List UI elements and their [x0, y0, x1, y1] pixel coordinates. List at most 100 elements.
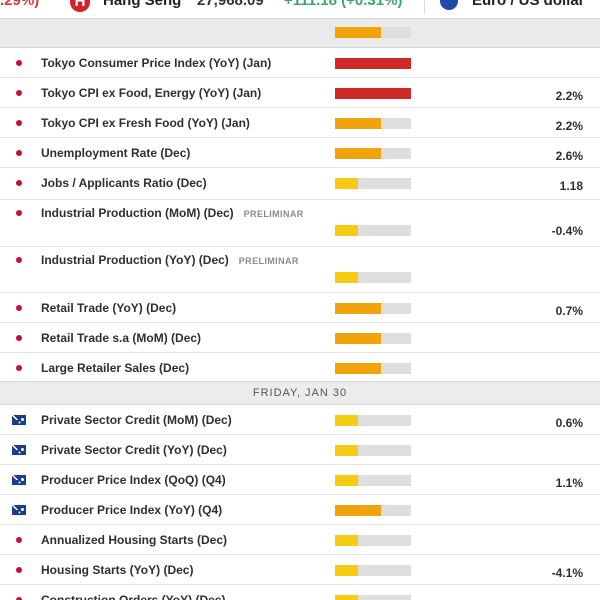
event-row-annualized-housing-starts-dec[interactable]: Annualized Housing Starts (Dec) — [0, 525, 600, 555]
japan-flag-icon — [12, 208, 26, 218]
japan-flag-icon — [12, 148, 26, 158]
actual-value: 2.6% — [555, 149, 583, 163]
event-name-text: Large Retailer Sales (Dec) — [41, 361, 190, 375]
event-name[interactable]: Industrial Production (YoY) (Dec) PRELIMI… — [41, 253, 299, 267]
australia-flag-icon — [12, 475, 26, 485]
importance-bar — [335, 178, 411, 189]
ticker-eurusd-name[interactable]: Euro / US dollar — [472, 0, 585, 9]
event-row-large-retailer-sales-dec[interactable]: Large Retailer Sales (Dec) — [0, 353, 600, 383]
eu-flag-icon — [440, 0, 458, 10]
event-row-tokyo-consumer-price-index-yoy-jan[interactable]: Tokyo Consumer Price Index (YoY) (Jan) — [0, 48, 600, 78]
event-row-producer-price-index-qoq-q4[interactable]: Producer Price Index (QoQ) (Q4) 1.1% — [0, 465, 600, 495]
importance-bar-fill — [335, 505, 381, 516]
japan-flag-icon — [12, 333, 26, 343]
event-name-text: Private Sector Credit (MoM) (Dec) — [41, 413, 232, 427]
event-name[interactable]: Retail Trade s.a (MoM) (Dec) — [41, 331, 201, 345]
event-row-retail-trade-yoy-dec[interactable]: Retail Trade (YoY) (Dec) 0.7% — [0, 293, 600, 323]
importance-bar — [335, 225, 411, 236]
importance-bar-fill — [335, 363, 381, 374]
japan-flag-icon — [12, 363, 26, 373]
event-name-text: Construction Orders (YoY) (Dec) — [41, 593, 226, 600]
actual-value: -4.1% — [551, 566, 583, 580]
importance-bar — [335, 565, 411, 576]
event-row-jobs-applicants-ratio-dec[interactable]: Jobs / Applicants Ratio (Dec) 1.18 — [0, 168, 600, 200]
event-name[interactable]: Tokyo Consumer Price Index (YoY) (Jan) — [41, 56, 271, 70]
importance-bar-fill — [335, 565, 358, 576]
ticker-divider — [424, 0, 425, 14]
importance-bar — [335, 303, 411, 314]
event-row-tokyo-cpi-ex-food-energy-yoy-jan[interactable]: Tokyo CPI ex Food, Energy (YoY) (Jan) 2.2… — [0, 78, 600, 108]
importance-bar-fill — [335, 272, 358, 283]
event-row-private-sector-credit-yoy-dec[interactable]: Private Sector Credit (YoY) (Dec) — [0, 435, 600, 465]
event-name[interactable]: Private Sector Credit (YoY) (Dec) — [41, 443, 227, 457]
event-name[interactable]: Tokyo CPI ex Food, Energy (YoY) (Jan) — [41, 86, 261, 100]
event-row-producer-price-index-yoy-q4[interactable]: Producer Price Index (YoY) (Q4) — [0, 495, 600, 525]
event-row-retail-trade-s-a-mom-dec[interactable]: Retail Trade s.a (MoM) (Dec) — [0, 323, 600, 353]
japan-flag-icon — [12, 88, 26, 98]
importance-bar — [335, 58, 411, 69]
event-name-text: Industrial Production (MoM) (Dec) — [41, 206, 234, 220]
importance-bar — [335, 595, 411, 600]
actual-value: 2.2% — [555, 89, 583, 103]
importance-bar-fill — [335, 118, 381, 129]
preliminary-tag: PRELIMINAR — [243, 209, 304, 219]
market-ticker: .29%) H Hang Seng 27,968.09 +111.18 (+0.… — [0, 0, 600, 18]
ticker-hang-seng-name[interactable]: Hang Seng — [103, 0, 182, 9]
event-name-text: Tokyo CPI ex Food, Energy (YoY) (Jan) — [41, 86, 262, 100]
group-header-row — [0, 18, 600, 48]
event-name[interactable]: Producer Price Index (QoQ) (Q4) — [41, 473, 226, 487]
event-name[interactable]: Tokyo CPI ex Fresh Food (YoY) (Jan) — [41, 116, 250, 130]
event-row-housing-starts-yoy-dec[interactable]: Housing Starts (YoY) (Dec) -4.1% — [0, 555, 600, 585]
event-name-text: Private Sector Credit (YoY) (Dec) — [41, 443, 227, 457]
event-row-industrial-production-mom-dec[interactable]: Industrial Production (MoM) (Dec) PRELIMI… — [0, 200, 600, 247]
actual-value: 1.1% — [555, 476, 583, 490]
event-name[interactable]: Unemployment Rate (Dec) — [41, 146, 190, 160]
event-name-text: Retail Trade s.a (MoM) (Dec) — [41, 331, 202, 345]
importance-bar — [335, 272, 411, 283]
japan-flag-icon — [12, 118, 26, 128]
event-name[interactable]: Industrial Production (MoM) (Dec) PRELIMI… — [41, 206, 304, 220]
event-row-tokyo-cpi-ex-fresh-food-yoy-jan[interactable]: Tokyo CPI ex Fresh Food (YoY) (Jan) 2.2% — [0, 108, 600, 138]
ticker-hang-seng-change: +111.18 (+0.31%) — [284, 0, 403, 9]
event-name[interactable]: Producer Price Index (YoY) (Q4) — [41, 503, 222, 517]
importance-bar — [335, 27, 411, 38]
japan-flag-icon — [12, 595, 26, 600]
event-name-text: Retail Trade (YoY) (Dec) — [41, 301, 177, 315]
event-name[interactable]: Housing Starts (YoY) (Dec) — [41, 563, 193, 577]
event-name-text: Jobs / Applicants Ratio (Dec) — [41, 176, 207, 190]
event-name-text: Tokyo CPI ex Fresh Food (YoY) (Jan) — [41, 116, 250, 130]
hang-seng-logo-icon: H — [70, 0, 90, 12]
importance-bar-fill — [335, 475, 358, 486]
importance-bar — [335, 363, 411, 374]
importance-bar — [335, 475, 411, 486]
event-name[interactable]: Annualized Housing Starts (Dec) — [41, 533, 227, 547]
event-row-construction-orders-yoy-dec[interactable]: Construction Orders (YoY) (Dec) — [0, 585, 600, 600]
event-name-text: Annualized Housing Starts (Dec) — [41, 533, 228, 547]
importance-bar-fill — [335, 333, 381, 344]
event-row-private-sector-credit-mom-dec[interactable]: Private Sector Credit (MoM) (Dec) 0.6% — [0, 405, 600, 435]
actual-value: 2.2% — [555, 119, 583, 133]
ticker-hang-seng-value: 27,968.09 — [197, 0, 264, 9]
event-row-industrial-production-yoy-dec[interactable]: Industrial Production (YoY) (Dec) PRELIMI… — [0, 247, 600, 293]
importance-bar — [335, 505, 411, 516]
importance-bar-fill — [335, 27, 381, 38]
day-header: FRIDAY, JAN 30 — [0, 381, 600, 405]
event-name[interactable]: Large Retailer Sales (Dec) — [41, 361, 189, 375]
actual-value: 0.7% — [555, 304, 583, 318]
importance-bar-fill — [335, 88, 411, 99]
importance-bar-fill — [335, 595, 358, 600]
japan-flag-icon — [12, 178, 26, 188]
event-name[interactable]: Retail Trade (YoY) (Dec) — [41, 301, 176, 315]
event-row-unemployment-rate-dec[interactable]: Unemployment Rate (Dec) 2.6% — [0, 138, 600, 168]
event-name[interactable]: Construction Orders (YoY) (Dec) — [41, 593, 225, 600]
importance-bar — [335, 333, 411, 344]
japan-flag-icon — [12, 255, 26, 265]
importance-bar-fill — [335, 225, 358, 236]
event-name-text: Unemployment Rate (Dec) — [41, 146, 191, 160]
event-name[interactable]: Jobs / Applicants Ratio (Dec) — [41, 176, 207, 190]
preliminary-tag: PRELIMINAR — [238, 256, 299, 266]
importance-bar-fill — [335, 178, 358, 189]
event-name[interactable]: Private Sector Credit (MoM) (Dec) — [41, 413, 232, 427]
importance-bar-fill — [335, 415, 358, 426]
importance-bar — [335, 535, 411, 546]
